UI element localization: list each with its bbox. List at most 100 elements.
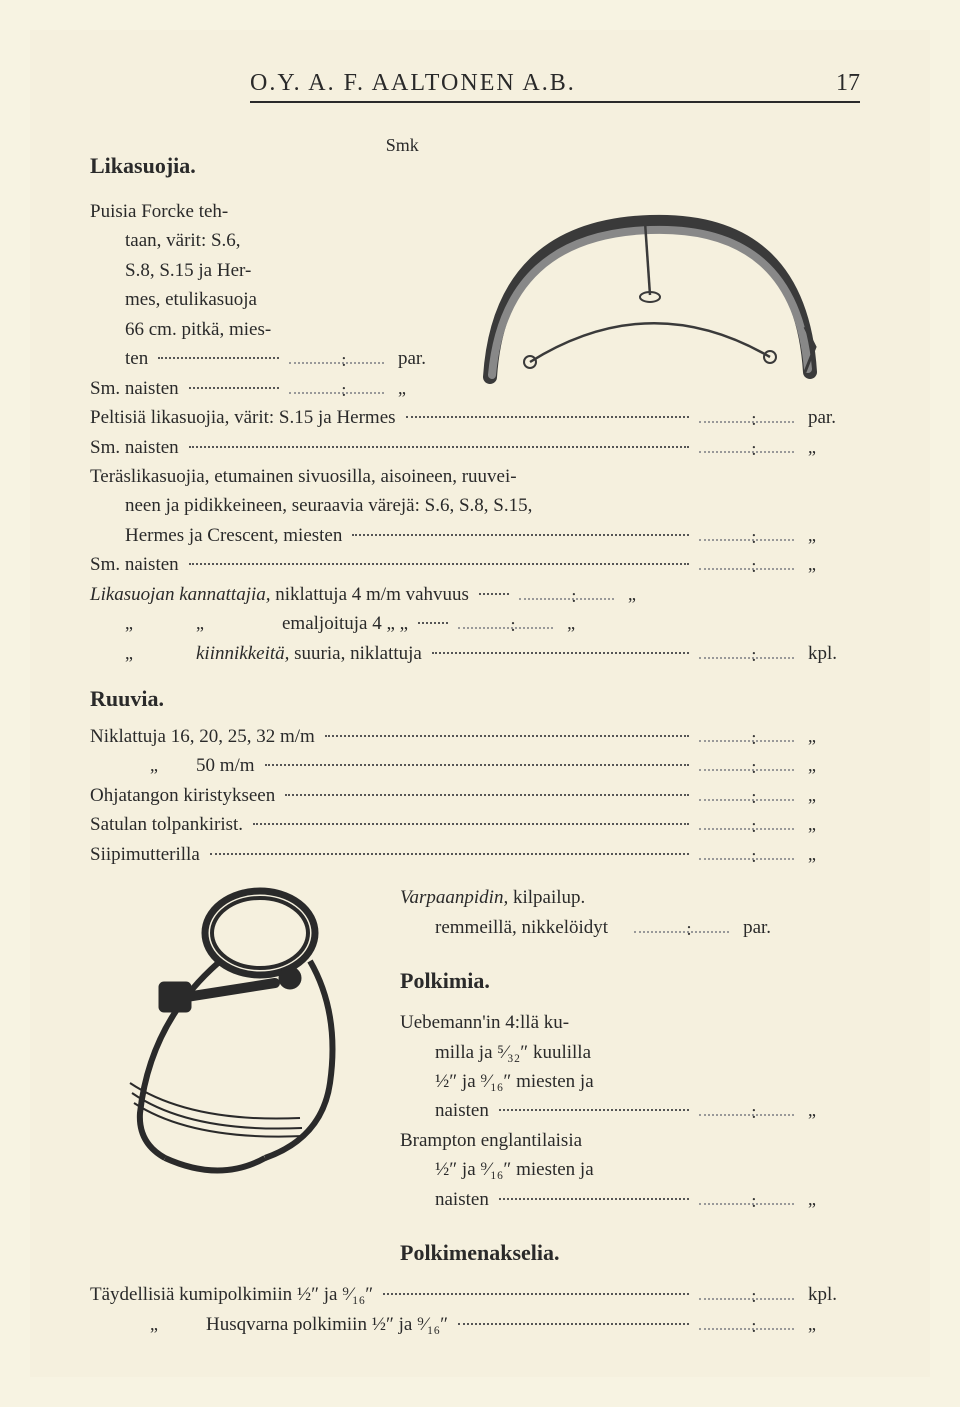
desc: naisten bbox=[435, 1185, 489, 1214]
unit: „ bbox=[808, 752, 860, 780]
price-row: Sm. naisten „ bbox=[90, 550, 860, 579]
price-field bbox=[699, 828, 794, 830]
price-row: Hermes ja Crescent, miesten „ bbox=[90, 521, 860, 550]
price-field bbox=[699, 1298, 794, 1300]
desc: Niklattuja 16, 20, 25, 32 m/m bbox=[90, 722, 315, 751]
unit: kpl. bbox=[808, 1280, 860, 1309]
likasuojia-title: Likasuojia. bbox=[90, 153, 196, 179]
price-row: Siipimutterilla „ bbox=[90, 840, 860, 869]
desc: 50 m/m bbox=[196, 751, 255, 780]
rest-span: niklattuja 4 m/m vahvuus bbox=[271, 584, 469, 605]
page-header: O.Y. A. F. AALTONEN A.B. 17 bbox=[250, 70, 860, 103]
ditto: „ bbox=[90, 640, 190, 668]
price-field bbox=[699, 1203, 794, 1205]
dot-leader bbox=[383, 1293, 689, 1295]
desc: Satulan tolpankirist. bbox=[90, 810, 243, 839]
page-number: 17 bbox=[836, 70, 860, 97]
dot-leader bbox=[325, 735, 689, 737]
desc: Peltisiä likasuojia, värit: S.15 ja Herm… bbox=[90, 403, 396, 432]
italic-span: kiinnikkeitä, bbox=[196, 643, 289, 664]
unit: „ bbox=[628, 581, 680, 609]
price-row: „ Husqvarna polkimiin ½″ ja ⁹⁄₁₆″ „ bbox=[90, 1310, 860, 1339]
dot-leader bbox=[406, 416, 689, 418]
unit: „ bbox=[808, 841, 860, 869]
desc: Täydellisiä kumipolkimiin ½″ ja ⁹⁄₁₆″ bbox=[90, 1280, 373, 1309]
dot-leader bbox=[285, 794, 689, 796]
line: neen ja pidikkeineen, seuraavia värejä: … bbox=[90, 491, 860, 520]
unit: „ bbox=[808, 723, 860, 751]
line: Varpaanpidin, kilpailup. bbox=[400, 883, 860, 912]
desc: Likasuojan kannattajia, niklattuja 4 m/m… bbox=[90, 580, 469, 609]
desc: Husqvarna polkimiin ½″ ja ⁹⁄₁₆″ bbox=[206, 1310, 448, 1339]
desc: kiinnikkeitä, suuria, niklattuja bbox=[196, 639, 422, 668]
price-row: Likasuojan kannattajia, niklattuja 4 m/m… bbox=[90, 580, 860, 609]
line: Puisia Forcke teh- bbox=[90, 197, 450, 226]
price-row: ten par. bbox=[90, 344, 450, 373]
line: taan, värit: S.6, bbox=[90, 226, 450, 255]
polkimenakselia-title: Polkimenakselia. bbox=[400, 1236, 860, 1270]
price-row: Sm. naisten „ bbox=[90, 374, 450, 403]
dot-leader bbox=[265, 764, 689, 766]
toe-clip-illustration bbox=[90, 883, 370, 1183]
price-field bbox=[699, 421, 794, 423]
price-field bbox=[458, 627, 553, 629]
italic-span: Likasuojan kannattajia, bbox=[90, 584, 271, 605]
unit: „ bbox=[808, 1311, 860, 1339]
desc: Hermes ja Crescent, miesten bbox=[125, 521, 342, 550]
unit: par. bbox=[398, 344, 450, 373]
line: ½″ ja ⁹⁄₁₆″ miesten ja bbox=[400, 1155, 860, 1184]
desc: Siipimutterilla bbox=[90, 840, 200, 869]
price-field bbox=[289, 362, 384, 364]
line: mes, etulikasuoja bbox=[90, 285, 450, 314]
varpaanpidin-item: Varpaanpidin, kilpailup. remmeillä, nikk… bbox=[400, 883, 860, 942]
price-field bbox=[699, 451, 794, 453]
desc: remmeillä, nikkelöidyt bbox=[435, 913, 608, 942]
price-field bbox=[699, 769, 794, 771]
line: ½″ ja ⁹⁄₁₆″ miesten ja bbox=[400, 1067, 860, 1096]
company-name: O.Y. A. F. AALTONEN A.B. bbox=[250, 70, 576, 97]
rest-span: suuria, niklattuja bbox=[289, 643, 421, 664]
desc: Ohjatangon kiristykseen bbox=[90, 781, 275, 810]
price-row: „ 50 m/m „ bbox=[90, 751, 860, 780]
dot-leader bbox=[189, 446, 689, 448]
unit: „ bbox=[398, 375, 450, 403]
price-row: Niklattuja 16, 20, 25, 32 m/m „ bbox=[90, 722, 860, 751]
ruuvia-items: Niklattuja 16, 20, 25, 32 m/m „ „ 50 m/m… bbox=[90, 722, 860, 869]
page-container: O.Y. A. F. AALTONEN A.B. 17 Likasuojia. … bbox=[0, 0, 960, 1407]
unit: par. bbox=[808, 403, 860, 432]
desc: emaljoituja 4 „ „ bbox=[282, 609, 408, 638]
unit: „ bbox=[808, 434, 860, 462]
polkimia-item-1: Uebemann'in 4:llä ku- milla ja ⁵⁄₃₂″ kuu… bbox=[400, 1008, 860, 1126]
dot-leader bbox=[458, 1323, 689, 1325]
dot-leader bbox=[479, 593, 509, 595]
ditto: „ bbox=[196, 610, 276, 638]
price-field bbox=[699, 1114, 794, 1116]
price-field bbox=[699, 858, 794, 860]
line: milla ja ⁵⁄₃₂″ kuulilla bbox=[400, 1038, 860, 1067]
ditto: „ bbox=[90, 610, 190, 638]
price-field bbox=[699, 657, 794, 659]
price-row: Täydellisiä kumipolkimiin ½″ ja ⁹⁄₁₆″ kp… bbox=[90, 1280, 860, 1309]
price-field bbox=[699, 1328, 794, 1330]
desc: naisten bbox=[435, 1096, 489, 1125]
desc: ten bbox=[125, 344, 148, 373]
unit: kpl. bbox=[808, 639, 860, 668]
right-column: Varpaanpidin, kilpailup. remmeillä, nikk… bbox=[400, 883, 860, 1280]
desc: Sm. naisten bbox=[90, 550, 179, 579]
price-field bbox=[634, 931, 729, 933]
dot-leader bbox=[189, 387, 279, 389]
desc: Sm. naisten bbox=[90, 374, 179, 403]
dot-leader bbox=[499, 1109, 689, 1111]
price-row: Ohjatangon kiristykseen „ bbox=[90, 781, 860, 810]
price-field bbox=[699, 740, 794, 742]
desc: Sm. naisten bbox=[90, 433, 179, 462]
price-row: Sm. naisten „ bbox=[90, 433, 860, 462]
polkimia-title: Polkimia. bbox=[400, 964, 860, 998]
price-field bbox=[699, 539, 794, 541]
price-row: remmeillä, nikkelöidyt par. bbox=[400, 913, 860, 942]
line: S.8, S.15 ja Her- bbox=[90, 256, 450, 285]
lower-columns: Varpaanpidin, kilpailup. remmeillä, nikk… bbox=[90, 883, 860, 1280]
price-row: „ kiinnikkeitä, suuria, niklattuja kpl. bbox=[90, 639, 860, 668]
unit: par. bbox=[743, 913, 795, 942]
line: Uebemann'in 4:llä ku- bbox=[400, 1008, 860, 1037]
